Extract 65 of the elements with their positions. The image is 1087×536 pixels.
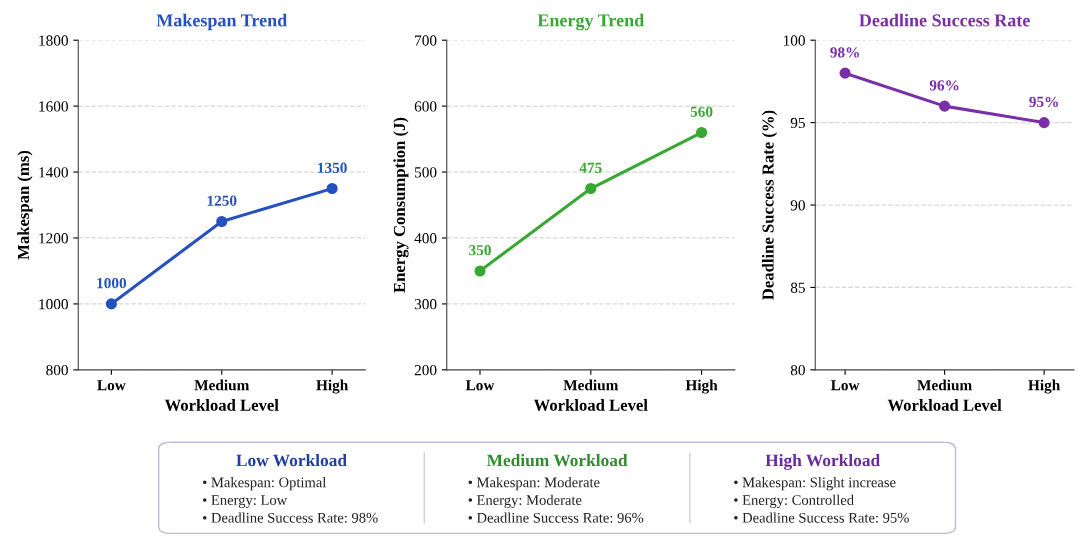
text: • Makespan: Slight increase [734, 477, 896, 491]
y-tick-label: 700 [415, 35, 437, 46]
y-tick-label: 85 [790, 282, 805, 293]
point [1038, 117, 1050, 129]
point [585, 182, 597, 195]
x-tick-label: High [685, 379, 718, 394]
x-tick-label: High [316, 379, 349, 394]
y-tick-label: 600 [414, 101, 437, 112]
x-tick-label: Medium [563, 379, 619, 391]
text: • Makespan: Moderate [468, 477, 600, 491]
chart-title: Energy Trend [537, 13, 645, 31]
y-tick-label: 200 [414, 364, 437, 376]
y-tick-label: 1200 [39, 233, 68, 244]
data-label: 1000 [97, 278, 127, 289]
text: • Energy: Low [203, 495, 288, 508]
y-tick-label: 90 [790, 200, 805, 211]
y-tick-label: 1800 [39, 35, 68, 46]
y-axis-title: Makespan (ms) [17, 150, 33, 260]
point [105, 298, 117, 310]
y-tick-label: 300 [414, 299, 437, 310]
x-tick-label: Low [830, 380, 860, 391]
text: • Makespan: Optimal [203, 477, 327, 491]
text: • Deadline Success Rate: 98% [203, 512, 378, 523]
category-label: High Workload [765, 453, 880, 470]
point [939, 100, 951, 112]
category-label: Low Workload [236, 453, 347, 467]
x-tick-label: High [1028, 379, 1061, 394]
point [326, 182, 338, 195]
x-axis-title: Workload Level [164, 399, 279, 411]
point [839, 67, 851, 79]
x-tick-label: Medium [194, 379, 250, 391]
point [216, 215, 228, 228]
data-label: 560 [690, 106, 713, 117]
point [474, 265, 486, 277]
data-label: 350 [469, 245, 491, 256]
data-label: 475 [579, 162, 602, 173]
data-label: 96% [929, 80, 959, 91]
text: • Deadline Success Rate: 96% [468, 512, 644, 523]
x-tick-label: Low [465, 380, 495, 391]
y-axis-title: Deadline Success Rate (%) [761, 110, 778, 300]
chart-title: Deadline Success Rate [859, 13, 1030, 27]
y-axis-title: Energy Consumption (J) [393, 117, 409, 293]
data-label: 1250 [207, 195, 237, 206]
text: • Energy: Moderate [468, 494, 582, 508]
x-axis-title: Workload Level [887, 399, 1002, 411]
x-axis-title: Workload Level [533, 399, 648, 411]
text: • Deadline Success Rate: 95% [734, 512, 909, 523]
x-tick-label: Medium [917, 379, 972, 391]
text: • Energy: Controlled [734, 494, 854, 508]
y-tick-label: 800 [46, 364, 68, 376]
y-tick-label: 1600 [39, 101, 68, 112]
y-tick-label: 400 [414, 233, 437, 244]
y-tick-label: 1400 [39, 167, 68, 178]
y-tick-label: 80 [790, 364, 805, 376]
point [696, 126, 708, 139]
x-tick-label: Low [97, 380, 126, 391]
y-tick-label: 1000 [39, 299, 68, 310]
data-label: 95% [1029, 96, 1058, 108]
y-tick-label: 500 [415, 167, 437, 178]
y-tick-label: 95 [790, 117, 805, 129]
category-label: Medium Workload [486, 453, 628, 467]
data-label: 1350 [318, 162, 347, 173]
data-label: 98% [830, 47, 859, 58]
chart-title: Makespan Trend [156, 13, 288, 31]
y-tick-label: 100 [783, 35, 805, 46]
